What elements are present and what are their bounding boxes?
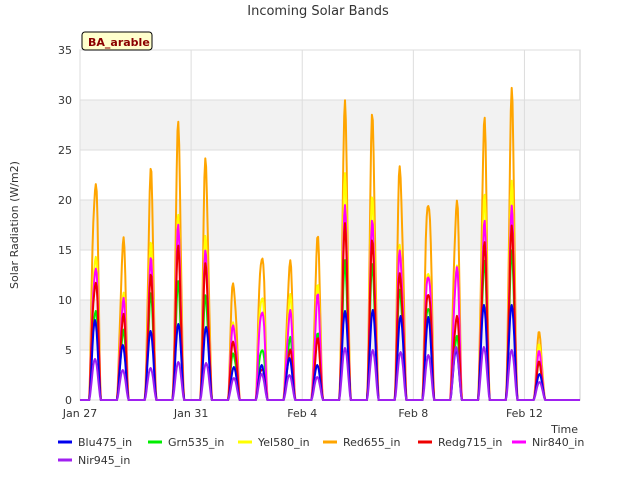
legend: Blu475_in Grn535_in Yel580_in Red655_in Redg… [58, 436, 584, 467]
legend-item: Blu475_in [58, 436, 132, 449]
x-tick-label: Jan 31 [173, 407, 208, 420]
legend-label: Yel580_in [257, 436, 310, 449]
series-layer [80, 86, 580, 401]
series-line-nir945_in [80, 346, 580, 401]
grid-band [80, 200, 580, 250]
legend-item: Grn535_in [148, 436, 224, 449]
series-line-blu475_in [80, 304, 580, 401]
legend-item: Red655_in [323, 436, 400, 449]
plot-area [79, 49, 581, 401]
legend-item: Yel580_in [238, 436, 310, 449]
y-tick-label: 25 [58, 144, 72, 157]
grid-band [80, 300, 580, 350]
y-axis-label: Solar Radiation (W/m2) [8, 161, 21, 289]
grid-lines-x [79, 50, 525, 400]
legend-label: Nir945_in [78, 454, 130, 467]
x-axis: Jan 27 Jan 31 Feb 4 Feb 8 Feb 12 [62, 407, 543, 420]
legend-label: Blu475_in [78, 436, 132, 449]
legend-label: Grn535_in [168, 436, 224, 449]
y-tick-label: 20 [58, 194, 72, 207]
x-tick-label: Feb 4 [287, 407, 317, 420]
legend-item: Nir945_in [58, 454, 130, 467]
legend-label: Red655_in [343, 436, 400, 449]
legend-label: Redg715_in [438, 436, 502, 449]
y-tick-label: 10 [58, 294, 72, 307]
legend-item: Nir840_in [512, 436, 584, 449]
y-axis: 0 5 10 15 20 25 30 35 [58, 44, 72, 407]
site-label-box: BA_arable [81, 31, 153, 51]
x-tick-label: Feb 8 [398, 407, 428, 420]
x-tick-label: Jan 27 [62, 407, 97, 420]
x-tick-label: Feb 12 [506, 407, 543, 420]
y-tick-label: 30 [58, 94, 72, 107]
chart-title: Incoming Solar Bands [247, 4, 389, 19]
site-label: BA_arable [88, 36, 150, 49]
grid-bands [80, 100, 580, 350]
legend-item: Redg715_in [418, 436, 502, 449]
x-axis-label: Time [550, 423, 578, 436]
y-tick-label: 35 [58, 44, 72, 57]
grid-band [80, 100, 580, 150]
y-tick-label: 0 [65, 394, 72, 407]
legend-label: Nir840_in [532, 436, 584, 449]
y-tick-label: 5 [65, 344, 72, 357]
y-tick-label: 15 [58, 244, 72, 257]
